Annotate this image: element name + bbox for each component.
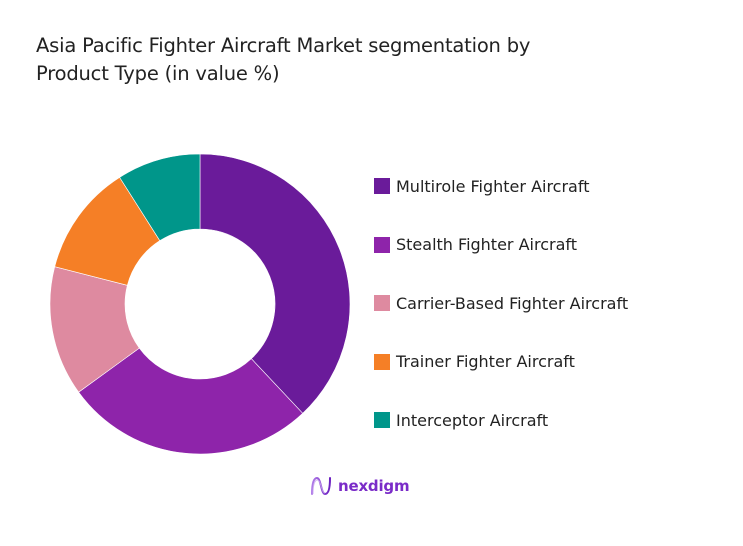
brand-name: nexdigm <box>338 477 410 495</box>
legend-swatch <box>374 353 390 370</box>
legend-label: Trainer Fighter Aircraft <box>396 352 575 371</box>
donut-slices <box>49 153 351 455</box>
legend-swatch <box>374 295 390 311</box>
chart-legend: Multirole Fighter Aircraft Stealth Fight… <box>374 176 628 469</box>
legend-item-multirole: Multirole Fighter Aircraft <box>374 176 628 196</box>
legend-swatch <box>374 236 390 253</box>
legend-item-carrier-based: Carrier-Based Fighter Aircraft <box>374 293 628 313</box>
brand-logo: nexdigm <box>310 476 410 496</box>
legend-item-stealth: Stealth Fighter Aircraft <box>374 235 628 255</box>
donut-slice-stealth-fighter-aircraft <box>78 347 304 455</box>
donut-slice-interceptor-aircraft <box>119 153 201 242</box>
legend-item-interceptor: Interceptor Aircraft <box>374 410 628 430</box>
legend-item-trainer: Trainer Fighter Aircraft <box>374 352 628 372</box>
chart-title-line-1: Asia Pacific Fighter Aircraft Market seg… <box>36 34 531 57</box>
legend-swatch <box>374 412 390 428</box>
legend-label: Carrier-Based Fighter Aircraft <box>396 293 629 313</box>
legend-swatch <box>374 178 390 194</box>
donut-slice-multirole-fighter-aircraft <box>199 153 351 414</box>
legend-label: Interceptor Aircraft <box>396 410 549 430</box>
nexdigm-wave-icon <box>311 476 331 496</box>
legend-label: Multirole Fighter Aircraft <box>396 176 590 196</box>
chart-title: Asia Pacific Fighter Aircraft Market seg… <box>36 32 676 88</box>
chart-title-line-2: Product Type (in value %) <box>36 62 280 85</box>
legend-label: Stealth Fighter Aircraft <box>396 235 578 254</box>
